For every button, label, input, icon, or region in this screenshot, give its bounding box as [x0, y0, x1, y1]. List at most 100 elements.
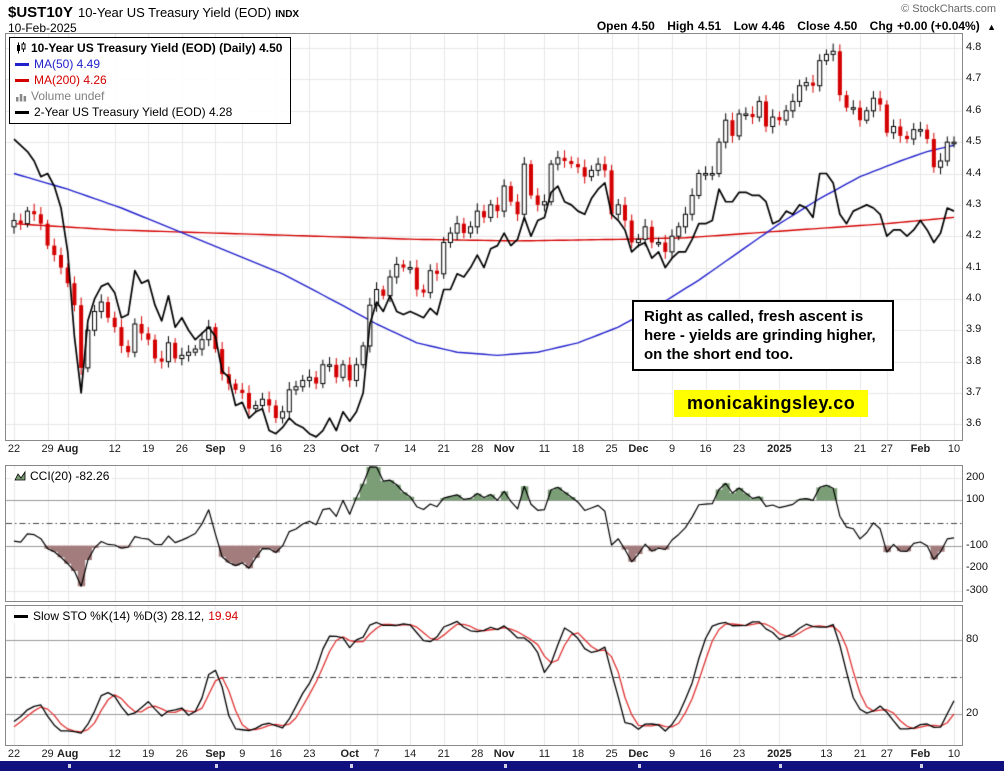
y-tick-label: 4.7: [966, 72, 982, 85]
x-tick-label: 14: [404, 748, 417, 760]
x-tick-label: Feb: [910, 443, 931, 455]
two-year-legend-label: 2-Year US Treasury Yield (EOD) 4.28: [34, 105, 233, 119]
x-tick-label: 14: [404, 443, 417, 455]
x-tick-label: 9: [239, 443, 246, 455]
x-tick-label: 26: [175, 443, 188, 455]
slider-tick: [215, 764, 219, 768]
cci-legend-label: CCI(20) -82.26: [30, 469, 110, 483]
x-tick-label: Nov: [493, 443, 515, 455]
stochastic-legend: Slow STO %K(14) %D(3) 28.12, 19.94: [11, 609, 242, 623]
x-tick-label: Aug: [57, 748, 79, 760]
x-axis-labels-bottom: 22 29 Aug 12 19 26 Sep 9 16 23 Oct 7 14 21 28 Nov 11 18 25…: [0, 747, 1004, 764]
y-tick-label: 4.2: [966, 229, 982, 242]
x-tick-label: Sep: [205, 443, 226, 455]
ma50-legend-label: MA(50) 4.49: [34, 57, 101, 71]
x-tick-label: 29: [41, 443, 54, 455]
x-axis-labels-top: 22 29 Aug 12 19 26 Sep 9 16 23 Oct 7 14 21 28 Nov 11 18 25…: [0, 442, 1004, 459]
y-tick-label: 4.4: [966, 166, 982, 179]
x-tick-label: 19: [142, 443, 155, 455]
sto-k-legend-label: Slow STO %K(14) %D(3) 28.12,: [33, 609, 205, 623]
x-tick-label: 16: [699, 748, 712, 760]
main-series-legend-label: 10-Year US Treasury Yield (EOD) (Daily) …: [31, 41, 283, 55]
x-tick-label: 28: [471, 443, 484, 455]
y-tick-label: 80: [966, 633, 979, 646]
x-tick-label: 16: [699, 443, 712, 455]
change-up-arrow-icon: ▲: [987, 22, 996, 32]
x-tick-label: 12: [108, 748, 121, 760]
x-tick-label: Feb: [910, 748, 931, 760]
x-tick-label: 13: [820, 443, 833, 455]
x-tick-label: Dec: [628, 748, 649, 760]
cci-legend: CCI(20) -82.26: [11, 469, 113, 483]
y-tick-label: 3.9: [966, 323, 982, 336]
ma200-line-icon: [15, 78, 29, 82]
y-tick-label: 4.6: [966, 103, 982, 116]
open-label: Open: [596, 19, 628, 33]
ma200-legend-label: MA(200) 4.26: [34, 73, 107, 87]
x-tick-label: 18: [571, 443, 585, 455]
change-label: Chg: [869, 19, 893, 33]
x-tick-label: Dec: [628, 443, 649, 455]
x-tick-label: 27: [880, 748, 893, 760]
two-year-line-icon: [15, 110, 29, 114]
low-label: Low: [733, 19, 758, 33]
slider-tick: [504, 764, 508, 768]
sto-d-legend-value: 19.94: [208, 609, 239, 623]
x-tick-label: 9: [668, 748, 676, 760]
ohlc-quote-line: Open 4.50 High 4.51 Low 4.46 Close 4.50 Chg +…: [597, 19, 996, 33]
y-tick-label: 100: [966, 493, 985, 506]
instrument-title: 10-Year US Treasury Yield (EOD): [78, 5, 272, 20]
slider-tick: [920, 764, 924, 768]
x-tick-label: 29: [41, 748, 54, 760]
date-range-slider[interactable]: [0, 761, 1004, 771]
x-tick-label: Oct: [340, 443, 359, 455]
x-tick-label: 2025: [767, 443, 792, 455]
x-tick-label: Aug: [57, 443, 79, 455]
cci-indicator-canvas: [5, 465, 963, 602]
x-tick-label: 21: [853, 443, 867, 455]
x-tick-label: 9: [668, 443, 676, 455]
watermark: monicakingsley.co: [674, 390, 869, 417]
slider-tick: [779, 764, 783, 768]
y-tick-label: 4.3: [966, 197, 982, 210]
x-tick-label: 19: [142, 748, 155, 760]
x-tick-label: 21: [853, 748, 867, 760]
ma50-line-icon: [15, 62, 29, 66]
close-value: 4.50: [833, 19, 858, 33]
high-label: High: [667, 19, 694, 33]
chart-date: 10-Feb-2025: [8, 21, 77, 35]
y-tick-label: -200: [966, 561, 989, 574]
change-value: +0.00 (+0.04%): [897, 19, 980, 33]
y-tick-label: 3.8: [966, 354, 982, 367]
close-label: Close: [797, 19, 830, 33]
volume-bars-icon: [15, 90, 27, 102]
y-tick-label: 3.6: [966, 417, 982, 430]
x-tick-label: 10: [947, 748, 961, 760]
x-tick-label: 7: [373, 443, 380, 455]
x-tick-label: 10: [947, 443, 961, 455]
copyright: © StockCharts.com: [901, 3, 996, 15]
x-tick-label: 16: [269, 443, 282, 455]
main-price-chart-canvas: [5, 33, 963, 441]
stochastic-indicator-canvas: [5, 605, 963, 746]
x-tick-label: 18: [571, 748, 585, 760]
slider-tick: [349, 764, 353, 768]
x-tick-label: 21: [437, 443, 450, 455]
slider-tick: [67, 764, 71, 768]
low-value: 4.46: [761, 19, 785, 33]
main-chart-legend: 10-Year US Treasury Yield (EOD) (Daily) …: [9, 37, 292, 124]
high-value: 4.51: [697, 19, 722, 33]
volume-legend-label: Volume undef: [31, 89, 105, 103]
x-tick-label: 26: [175, 748, 188, 760]
x-tick-label: 11: [538, 443, 551, 455]
x-tick-label: 13: [820, 748, 833, 760]
x-tick-label: 16: [269, 748, 282, 760]
annotation-box: Right as called, fresh ascent is here - …: [632, 300, 894, 372]
x-tick-label: 23: [733, 443, 746, 455]
cci-area-icon: [14, 470, 26, 482]
exchange-label: INDX: [275, 9, 300, 20]
x-tick-label: 22: [7, 443, 21, 455]
x-tick-label: 23: [303, 748, 316, 760]
x-tick-label: 7: [373, 748, 380, 760]
chart-header: $UST10Y 10-Year US Treasury Yield (EOD) IN…: [8, 4, 299, 22]
